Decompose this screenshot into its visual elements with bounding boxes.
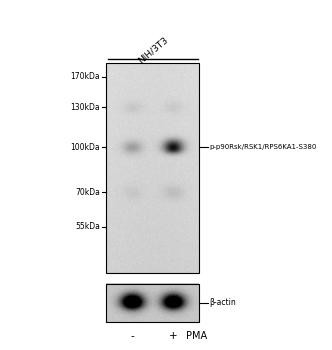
Text: β-actin: β-actin bbox=[209, 298, 236, 307]
Text: 70kDa: 70kDa bbox=[75, 188, 100, 197]
Text: 170kDa: 170kDa bbox=[71, 72, 100, 81]
Text: 130kDa: 130kDa bbox=[71, 103, 100, 112]
Bar bbox=[106, 63, 199, 273]
Bar bbox=[106, 284, 199, 322]
Text: +: + bbox=[169, 331, 178, 341]
Text: p-p90Rsk/RSK1/RPS6KA1-S380: p-p90Rsk/RSK1/RPS6KA1-S380 bbox=[209, 144, 316, 150]
Text: PMA: PMA bbox=[186, 331, 207, 341]
Text: 55kDa: 55kDa bbox=[75, 222, 100, 231]
Text: -: - bbox=[130, 331, 134, 341]
Text: 100kDa: 100kDa bbox=[71, 142, 100, 152]
Text: NIH/3T3: NIH/3T3 bbox=[136, 35, 170, 65]
